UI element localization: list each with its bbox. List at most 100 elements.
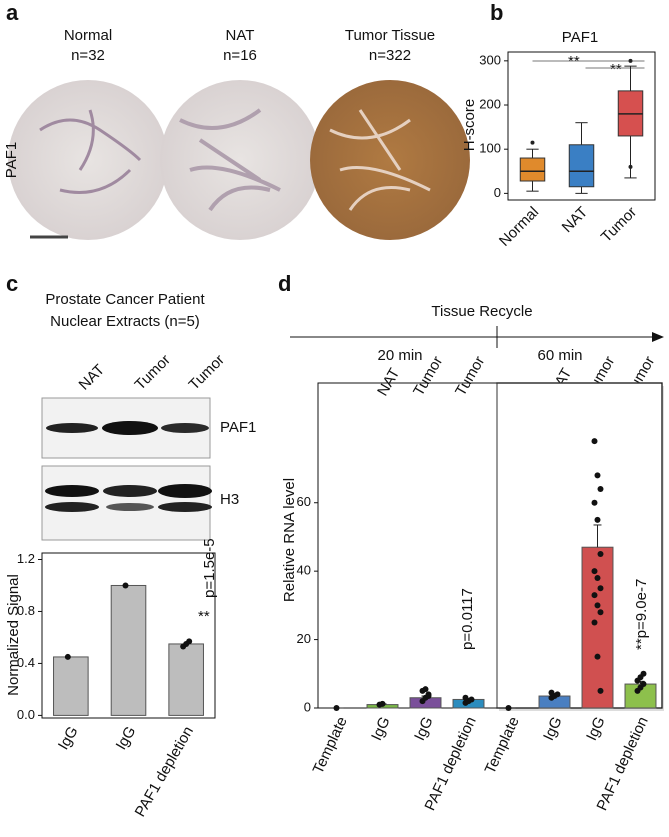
column-n: n=32 <box>71 47 105 64</box>
x-tick-label: NAT <box>559 204 591 236</box>
x-tick-label: IgG <box>411 714 437 743</box>
plot-frame <box>507 51 656 201</box>
tissue-normal <box>8 80 168 240</box>
panel-label: c <box>6 271 18 296</box>
data-point <box>594 516 601 523</box>
data-point <box>594 602 601 609</box>
row-label: PAF1 <box>3 142 20 178</box>
data-point <box>122 582 129 589</box>
column-name: Normal <box>64 27 112 44</box>
y-tick-label: 0.0 <box>17 707 35 722</box>
data-point <box>594 575 601 581</box>
header-title: Tissue Recycle <box>431 303 532 320</box>
y-tick-label: 0.4 <box>17 655 35 670</box>
tissue-tumor <box>310 80 470 240</box>
data-point <box>591 499 598 506</box>
data-point <box>597 486 604 493</box>
blot-title: Nuclear Extracts (n=5) <box>50 313 200 330</box>
data-point <box>597 609 604 616</box>
box <box>568 144 595 188</box>
y-tick-label: 0 <box>494 185 501 200</box>
blot-label: PAF1 <box>220 419 256 436</box>
lane-label: NAT <box>76 361 108 393</box>
lane-label: Tumor <box>452 353 488 399</box>
tissue-nat <box>160 80 320 240</box>
band <box>46 423 98 433</box>
annotation: ** <box>610 61 622 78</box>
chart-title: PAF1 <box>562 29 598 46</box>
y-axis-label: Normalized Signal <box>5 574 22 696</box>
x-tick-label: Template <box>310 714 351 776</box>
x-tick-label: Tumor <box>598 204 640 246</box>
data-point <box>468 696 475 703</box>
y-tick-label: 60 <box>297 494 311 509</box>
tissue-images <box>8 80 470 240</box>
band <box>103 485 157 497</box>
data-point <box>422 686 429 693</box>
annotation: **p=9.0e-7 <box>633 579 650 650</box>
tissue-texture <box>39 109 142 194</box>
tissue-texture <box>179 108 281 212</box>
x-tick-label: IgG <box>55 723 82 752</box>
column-n: n=16 <box>223 47 257 64</box>
band <box>161 423 209 433</box>
x-tick-label: IgG <box>540 714 566 743</box>
column-n: n=322 <box>369 47 411 64</box>
bar <box>581 546 614 709</box>
data-point <box>505 705 512 711</box>
data-point <box>64 653 71 660</box>
band <box>45 502 99 512</box>
panel-label: a <box>6 0 19 25</box>
annotation: ** <box>198 608 210 625</box>
panel-label: d <box>278 271 291 296</box>
data-point <box>597 585 604 592</box>
y-tick-label: 300 <box>479 52 501 67</box>
data-point <box>548 689 555 696</box>
lane-label: Tumor <box>186 351 228 393</box>
band <box>158 502 212 512</box>
x-tick-label: Template <box>482 714 523 776</box>
y-tick-label: 200 <box>479 96 501 111</box>
band <box>45 485 99 497</box>
data-point <box>591 438 598 445</box>
y-tick-label: 1.2 <box>17 551 35 566</box>
data-point <box>597 687 604 694</box>
x-tick-label: PAF1 depletion <box>132 723 197 819</box>
bar <box>53 656 89 716</box>
data-point <box>186 638 193 645</box>
x-tick-label: IgG <box>113 723 140 752</box>
outlier <box>628 164 633 169</box>
annotation: p=1.5e-5 <box>201 538 218 598</box>
annotation: p=0.0117 <box>459 588 476 650</box>
tissue-texture <box>329 109 431 211</box>
data-point <box>554 691 561 698</box>
blot-title: Prostate Cancer Patient <box>45 291 205 308</box>
data-point <box>333 705 340 711</box>
y-tick-label: 0.8 <box>17 603 35 618</box>
arrow-head <box>652 332 664 342</box>
blot-label: H3 <box>220 491 239 508</box>
data-point <box>591 592 598 599</box>
data-point <box>640 670 647 677</box>
band <box>102 421 158 435</box>
lane-label: NAT <box>374 365 403 399</box>
blots <box>41 397 212 541</box>
column-name: NAT <box>226 27 255 44</box>
data-point <box>594 653 601 660</box>
panel-label: b <box>490 0 503 25</box>
data-point <box>591 568 598 575</box>
column-name: Tumor Tissue <box>345 27 435 44</box>
x-tick-label: Normal <box>496 204 542 250</box>
data-point <box>462 694 469 701</box>
y-tick-label: 20 <box>297 631 311 646</box>
band <box>106 503 154 511</box>
highlight-box <box>496 382 663 709</box>
data-point <box>597 551 604 558</box>
x-tick-label: IgG <box>368 714 394 743</box>
plot-frame <box>41 552 216 719</box>
plot-frame <box>317 382 663 709</box>
box <box>519 157 546 182</box>
time-label: 20 min <box>377 347 422 364</box>
y-tick-label: 0 <box>304 699 311 714</box>
